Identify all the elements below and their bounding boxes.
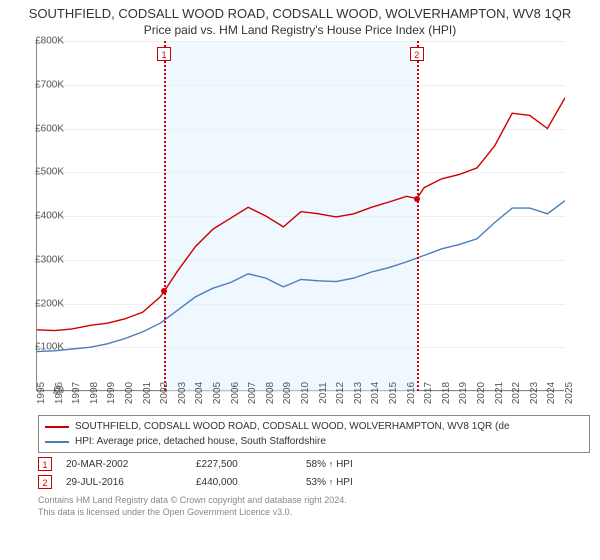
event-suffix: HPI <box>333 459 352 470</box>
x-tick-label: 2001 <box>142 382 153 404</box>
footer: Contains HM Land Registry data © Crown c… <box>38 495 590 518</box>
y-tick-label: £100K <box>35 342 64 353</box>
series-hpi <box>37 201 565 352</box>
y-tick-label: £700K <box>35 79 64 90</box>
chart-area: 12 £0£100K£200K£300K£400K£500K£600K£700K… <box>36 41 596 411</box>
x-tick-label: 2010 <box>300 382 311 404</box>
y-tick-label: £600K <box>35 123 64 134</box>
x-tick-label: 2018 <box>441 382 452 404</box>
x-tick-label: 2007 <box>247 382 258 404</box>
event-vline <box>417 41 419 391</box>
x-tick-label: 2006 <box>230 382 241 404</box>
x-tick-label: 2017 <box>423 382 434 404</box>
x-tick-label: 1997 <box>71 382 82 404</box>
y-tick-label: £800K <box>35 36 64 47</box>
footer-line-2: This data is licensed under the Open Gov… <box>38 507 590 519</box>
chart-title: SOUTHFIELD, CODSALL WOOD ROAD, CODSALL W… <box>0 0 600 21</box>
x-tick-label: 2019 <box>458 382 469 404</box>
legend-label: SOUTHFIELD, CODSALL WOOD ROAD, CODSALL W… <box>75 419 510 434</box>
x-tick-label: 2000 <box>124 382 135 404</box>
event-row: 2 29-JUL-2016£440,00053% ↑ HPI <box>38 473 590 491</box>
event-price: £227,500 <box>196 459 306 470</box>
x-tick-label: 2005 <box>212 382 223 404</box>
y-tick-label: £400K <box>35 211 64 222</box>
chart-container: SOUTHFIELD, CODSALL WOOD ROAD, CODSALL W… <box>0 0 600 560</box>
x-tick-label: 1999 <box>106 382 117 404</box>
event-pct: 58% ↑ HPI <box>306 459 386 470</box>
x-tick-label: 2011 <box>318 382 329 404</box>
chart-subtitle: Price paid vs. HM Land Registry's House … <box>0 21 600 41</box>
event-marker-label: 1 <box>157 47 171 61</box>
legend-swatch <box>45 426 69 428</box>
plot-svg <box>37 41 565 391</box>
event-pct: 53% ↑ HPI <box>306 477 386 488</box>
y-tick-label: £500K <box>35 167 64 178</box>
x-tick-label: 2022 <box>511 382 522 404</box>
plot-area: 12 <box>36 41 564 391</box>
x-tick-label: 2023 <box>529 382 540 404</box>
x-tick-label: 2008 <box>265 382 276 404</box>
x-tick-label: 1998 <box>89 382 100 404</box>
x-tick-label: 1995 <box>36 382 47 404</box>
event-date: 29-JUL-2016 <box>66 477 196 488</box>
legend-label: HPI: Average price, detached house, Sout… <box>75 434 326 449</box>
y-tick-label: £300K <box>35 254 64 265</box>
footer-line-1: Contains HM Land Registry data © Crown c… <box>38 495 590 507</box>
legend: SOUTHFIELD, CODSALL WOOD ROAD, CODSALL W… <box>38 415 590 453</box>
event-number-box: 2 <box>38 475 52 489</box>
y-tick-label: £200K <box>35 298 64 309</box>
x-tick-label: 2004 <box>194 382 205 404</box>
x-tick-label: 2009 <box>282 382 293 404</box>
x-tick-label: 2016 <box>406 382 417 404</box>
x-tick-label: 2015 <box>388 382 399 404</box>
event-date: 20-MAR-2002 <box>66 459 196 470</box>
event-row: 1 20-MAR-2002£227,50058% ↑ HPI <box>38 455 590 473</box>
x-tick-label: 2003 <box>177 382 188 404</box>
x-tick-label: 2024 <box>546 382 557 404</box>
x-tick-label: 2025 <box>564 382 575 404</box>
x-tick-label: 2012 <box>335 382 346 404</box>
x-tick-label: 2021 <box>494 382 505 404</box>
legend-row: HPI: Average price, detached house, Sout… <box>45 434 583 449</box>
x-tick-label: 2013 <box>353 382 364 404</box>
events-list: 1 20-MAR-2002£227,50058% ↑ HPI 2 29-JUL-201… <box>38 455 590 491</box>
x-tick-label: 1996 <box>54 382 65 404</box>
event-marker-label: 2 <box>410 47 424 61</box>
event-suffix: HPI <box>333 477 352 488</box>
legend-swatch <box>45 441 69 443</box>
event-number-box: 1 <box>38 457 52 471</box>
x-tick-label: 2020 <box>476 382 487 404</box>
event-price: £440,000 <box>196 477 306 488</box>
legend-row: SOUTHFIELD, CODSALL WOOD ROAD, CODSALL W… <box>45 419 583 434</box>
x-tick-label: 2002 <box>159 382 170 404</box>
data-point <box>161 288 167 294</box>
data-point <box>414 196 420 202</box>
event-vline <box>164 41 166 391</box>
x-tick-label: 2014 <box>370 382 381 404</box>
series-property <box>37 98 565 331</box>
